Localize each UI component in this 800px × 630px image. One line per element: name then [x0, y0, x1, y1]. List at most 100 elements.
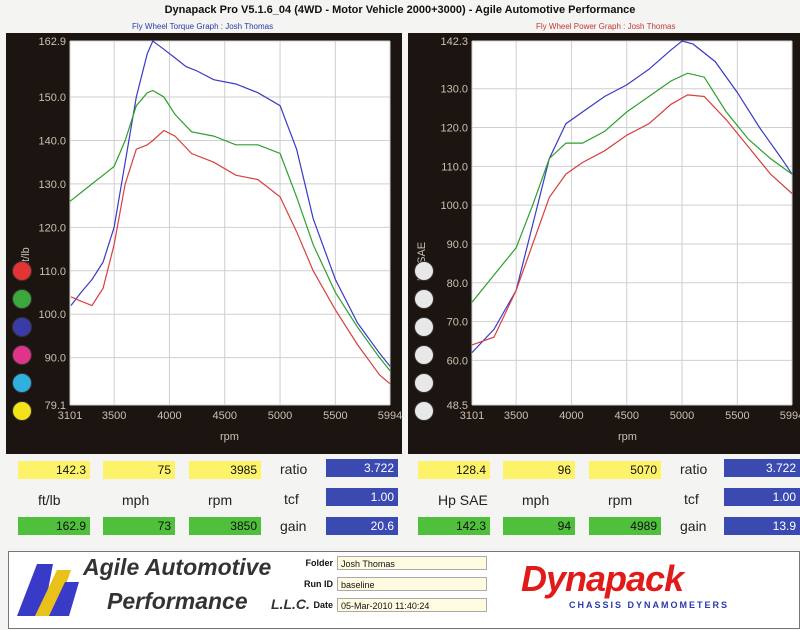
legend-dot[interactable]: [414, 289, 434, 309]
company-name-line1: Agile Automotive: [83, 554, 272, 580]
power-x-tick-label: 5994: [780, 410, 800, 422]
power-tcf-value: 1.00: [724, 488, 800, 506]
power-y-tick-label: 120.0: [440, 123, 468, 135]
power-gain-label: gain: [680, 518, 707, 534]
power-unit-label: Hp SAE: [438, 492, 488, 508]
torque-ratio-label: ratio: [280, 461, 308, 477]
company-suffix: L.L.C.: [271, 596, 310, 612]
date-value: 05-Mar-2010 11:40:24: [337, 598, 487, 612]
legend-dot[interactable]: [414, 345, 434, 365]
power-y-tick-label: 100.0: [440, 200, 468, 212]
torque-x-tick-label: 3500: [102, 410, 126, 422]
legend-dot[interactable]: [12, 261, 32, 281]
torque-peak-value: 142.3: [18, 461, 90, 479]
date-label: Date: [313, 600, 333, 610]
torque-ratio-value: 3.722: [326, 459, 398, 477]
torque-y-tick-label: 150.0: [38, 92, 66, 104]
torque-y-tick-label: 120.0: [38, 222, 66, 234]
runid-label: Run ID: [304, 579, 333, 589]
power-base-rpm: 4989: [589, 517, 661, 535]
folder-label: Folder: [305, 558, 333, 568]
torque-y-tick-label: 162.9: [38, 36, 66, 48]
power-tcf-label: tcf: [684, 491, 699, 507]
dynapack-logo: Dynapack: [521, 558, 684, 599]
torque-x-tick-label: 5994: [378, 410, 402, 422]
runid-value: baseline: [337, 577, 487, 591]
power-x-tick-label: 3500: [504, 410, 528, 422]
power-stats-panel: 128.4 96 5070 ratio 3.722 Hp SAE mph rpm…: [408, 455, 800, 543]
aap-logo: [17, 564, 79, 616]
power-ratio-label: ratio: [680, 461, 708, 477]
power-ratio-value: 3.722: [724, 459, 800, 477]
power-x-tick-label: 4000: [559, 410, 583, 422]
power-peak-value: 128.4: [418, 461, 490, 479]
torque-x-tick-label: 5000: [268, 410, 292, 422]
torque-chart-title: Fly Wheel Torque Graph : Josh Thomas: [132, 22, 274, 31]
torque-peak-rpm: 3985: [189, 461, 261, 479]
legend-dot[interactable]: [12, 373, 32, 393]
power-base-value: 142.3: [418, 517, 490, 535]
power-base-mph: 94: [503, 517, 575, 535]
power-x-tick-label: 3101: [460, 410, 484, 422]
torque-stats-panel: 142.3 75 3985 ratio 3.722 ft/lb mph rpm …: [8, 455, 398, 543]
torque-rpm-label: rpm: [208, 492, 233, 508]
power-y-tick-label: 110.0: [441, 161, 468, 173]
power-y-tick-label: 130.0: [440, 84, 468, 96]
legend-dot[interactable]: [12, 317, 32, 337]
power-chart: 3101 3500 4000 4500 5000 5500 5994 142.3 130.0 12…: [440, 36, 800, 422]
torque-tcf-value: 1.00: [326, 488, 398, 506]
torque-chart: 3101 3500 4000 4500 5000 5500 5994 162.9 150.0 14…: [38, 36, 402, 422]
folder-value: Josh Thomas: [337, 556, 487, 570]
power-peak-rpm: 5070: [589, 461, 661, 479]
torque-mph-label: mph: [122, 492, 150, 508]
power-chart-title: Fly Wheel Power Graph : Josh Thomas: [536, 22, 676, 31]
window-title: Dynapack Pro V5.1.6_04 (4WD - Motor Vehi…: [164, 4, 636, 16]
report-footer: Agile Automotive Performance L.L.C. Fold…: [8, 551, 800, 629]
torque-plot-area: [70, 41, 390, 405]
torque-series-line-0: [70, 40, 391, 367]
legend-dot[interactable]: [12, 289, 32, 309]
power-x-tick-label: 5000: [670, 410, 694, 422]
power-plot-area: [472, 41, 792, 405]
torque-peak-mph: 75: [103, 461, 175, 479]
power-gain-value: 13.9: [724, 517, 800, 535]
torque-x-tick-label: 4000: [157, 410, 181, 422]
torque-series-line-1: [69, 89, 391, 372]
power-chart-panel: 3101 3500 4000 4500 5000 5500 5994 142.3 130.0 12…: [408, 33, 800, 454]
torque-gain-value: 20.6: [326, 517, 398, 535]
power-y-tick-label: 60.0: [447, 355, 468, 367]
torque-x-tick-label: 5500: [323, 410, 347, 422]
torque-gain-label: gain: [280, 518, 307, 534]
power-rpm-label: rpm: [608, 492, 633, 508]
power-y-tick-label: 48.5: [447, 400, 468, 412]
power-y-tick-label: 90.0: [447, 239, 468, 251]
torque-unit-label: ft/lb: [38, 492, 61, 508]
power-series-line-0: [471, 40, 793, 354]
power-x-tick-label: 5500: [725, 410, 749, 422]
power-y-tick-label: 80.0: [447, 278, 468, 290]
power-series-line-2: [471, 94, 793, 346]
torque-base-value: 162.9: [18, 517, 90, 535]
torque-x-tick-label: 3101: [58, 410, 82, 422]
torque-y-tick-label: 130.0: [38, 179, 66, 191]
torque-y-tick-label: 79.1: [45, 400, 66, 412]
legend-dot[interactable]: [414, 317, 434, 337]
legend-dot[interactable]: [414, 261, 434, 281]
torque-x-axis-label: rpm: [220, 431, 239, 443]
legend-dot[interactable]: [414, 401, 434, 421]
torque-tcf-label: tcf: [284, 491, 299, 507]
torque-chart-panel: 3101 3500 4000 4500 5000 5500 5994 162.9 150.0 14…: [6, 33, 402, 454]
power-x-tick-label: 4500: [615, 410, 639, 422]
power-y-tick-label: 142.3: [440, 36, 468, 48]
legend-dot[interactable]: [414, 373, 434, 393]
legend-dot[interactable]: [12, 401, 32, 421]
torque-y-tick-label: 90.0: [45, 353, 66, 365]
torque-base-rpm: 3850: [189, 517, 261, 535]
power-mph-label: mph: [522, 492, 550, 508]
torque-y-tick-label: 110.0: [39, 266, 66, 278]
torque-base-mph: 73: [103, 517, 175, 535]
dynapack-subtitle: CHASSIS DYNAMOMETERS: [569, 600, 730, 610]
company-name-line2: Performance: [107, 588, 248, 614]
legend-dot[interactable]: [12, 345, 32, 365]
torque-x-tick-label: 4500: [213, 410, 237, 422]
